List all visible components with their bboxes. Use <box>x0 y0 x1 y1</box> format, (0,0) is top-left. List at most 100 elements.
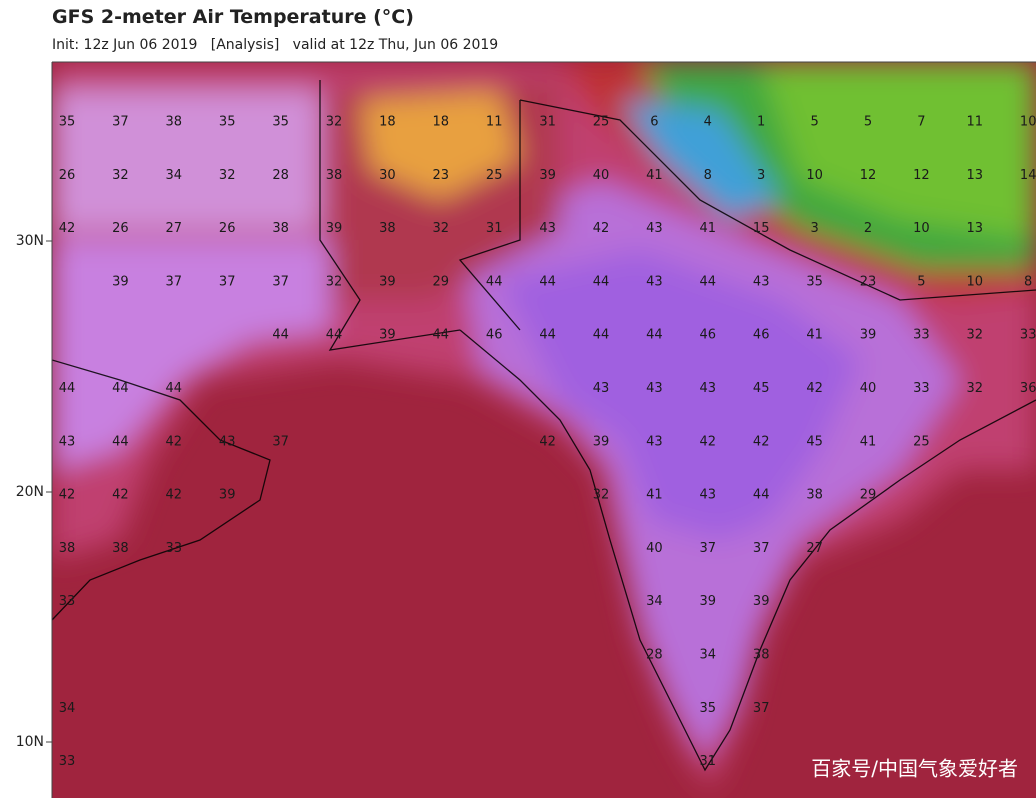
temp-label: 42 <box>112 488 129 503</box>
temp-label: 42 <box>59 221 76 236</box>
temp-label: 34 <box>59 701 76 716</box>
temp-label: 28 <box>646 648 663 663</box>
temp-label: 37 <box>219 274 236 289</box>
temp-label: 33 <box>913 381 930 396</box>
temp-label: 25 <box>486 168 503 183</box>
temp-label: 6 <box>650 115 658 130</box>
temp-label: 39 <box>700 594 717 609</box>
temp-label: 41 <box>860 434 877 449</box>
temp-label: 46 <box>700 328 717 343</box>
temp-label: 35 <box>700 701 717 716</box>
temp-label: 32 <box>326 274 343 289</box>
temp-label: 42 <box>539 434 556 449</box>
temp-label: 10 <box>913 221 930 236</box>
temp-label: 29 <box>433 274 450 289</box>
temp-label: 42 <box>593 221 610 236</box>
temp-label: 37 <box>112 115 129 130</box>
temp-label: 4 <box>704 115 712 130</box>
temp-label: 42 <box>59 488 76 503</box>
temp-label: 14 <box>1020 168 1036 183</box>
temp-label: 35 <box>219 115 236 130</box>
temp-label: 41 <box>806 328 823 343</box>
temp-label: 32 <box>967 328 984 343</box>
temp-label: 43 <box>539 221 556 236</box>
subtitle: Init: 12z Jun 06 2019 [Analysis] valid a… <box>52 37 499 53</box>
temp-label: 2 <box>864 221 872 236</box>
temp-label: 44 <box>539 328 556 343</box>
temp-label: 38 <box>326 168 343 183</box>
temp-label: 26 <box>112 221 129 236</box>
temp-label: 12 <box>860 168 877 183</box>
temp-label: 30 <box>379 168 396 183</box>
temp-label: 8 <box>1024 274 1032 289</box>
temp-label: 23 <box>433 168 450 183</box>
temp-label: 44 <box>593 274 610 289</box>
temp-label: 44 <box>486 274 503 289</box>
temp-label: 26 <box>59 168 76 183</box>
temp-label: 35 <box>59 115 76 130</box>
temp-label: 38 <box>753 648 770 663</box>
temp-label: 44 <box>539 274 556 289</box>
temp-label: 43 <box>59 434 76 449</box>
temp-label: 40 <box>646 541 663 556</box>
temp-label: 39 <box>219 488 236 503</box>
temp-label: 11 <box>967 115 984 130</box>
temp-label: 45 <box>753 381 770 396</box>
temp-label: 13 <box>967 221 984 236</box>
temp-label: 25 <box>593 115 610 130</box>
temp-label: 39 <box>112 274 129 289</box>
temp-label: 39 <box>379 274 396 289</box>
temp-label: 11 <box>486 115 503 130</box>
temp-label: 34 <box>700 648 717 663</box>
temp-label: 38 <box>379 221 396 236</box>
temp-label: 40 <box>593 168 610 183</box>
temp-label: 33 <box>166 541 183 556</box>
temp-label: 44 <box>700 274 717 289</box>
temp-label: 37 <box>753 701 770 716</box>
temp-label: 32 <box>326 115 343 130</box>
temp-label: 38 <box>112 541 129 556</box>
title: GFS 2-meter Air Temperature (°C) <box>52 6 414 28</box>
temp-label: 39 <box>593 434 610 449</box>
lat-label: 10N <box>16 734 44 750</box>
temp-label: 32 <box>112 168 129 183</box>
temp-label: 29 <box>860 488 877 503</box>
temp-label: 40 <box>860 381 877 396</box>
temp-label: 39 <box>753 594 770 609</box>
temp-label: 43 <box>219 434 236 449</box>
temp-label: 34 <box>646 594 663 609</box>
temp-label: 8 <box>704 168 712 183</box>
temp-label: 42 <box>166 488 183 503</box>
temp-label: 44 <box>166 381 183 396</box>
temp-label: 46 <box>486 328 503 343</box>
temp-label: 33 <box>913 328 930 343</box>
temp-label: 43 <box>646 381 663 396</box>
temp-label: 38 <box>59 541 76 556</box>
temp-label: 44 <box>59 381 76 396</box>
temp-label: 43 <box>646 434 663 449</box>
temp-label: 39 <box>860 328 877 343</box>
temp-label: 32 <box>593 488 610 503</box>
temp-label: 10 <box>967 274 984 289</box>
temp-label: 15 <box>753 221 770 236</box>
temp-label: 32 <box>433 221 450 236</box>
temp-label: 45 <box>806 434 823 449</box>
temp-label: 42 <box>166 434 183 449</box>
temp-label: 31 <box>486 221 503 236</box>
temp-label: 31 <box>700 754 717 769</box>
temp-label: 37 <box>166 274 183 289</box>
lat-label: 20N <box>16 484 44 500</box>
temp-label: 43 <box>700 488 717 503</box>
temp-label: 38 <box>806 488 823 503</box>
temp-label: 33 <box>59 594 76 609</box>
temp-label: 39 <box>326 221 343 236</box>
temp-label: 35 <box>806 274 823 289</box>
temp-label: 37 <box>272 434 289 449</box>
temp-label: 39 <box>379 328 396 343</box>
temp-label: 44 <box>753 488 770 503</box>
temp-label: 36 <box>1020 381 1036 396</box>
temp-label: 32 <box>967 381 984 396</box>
temp-label: 33 <box>59 754 76 769</box>
temp-label: 41 <box>646 168 663 183</box>
